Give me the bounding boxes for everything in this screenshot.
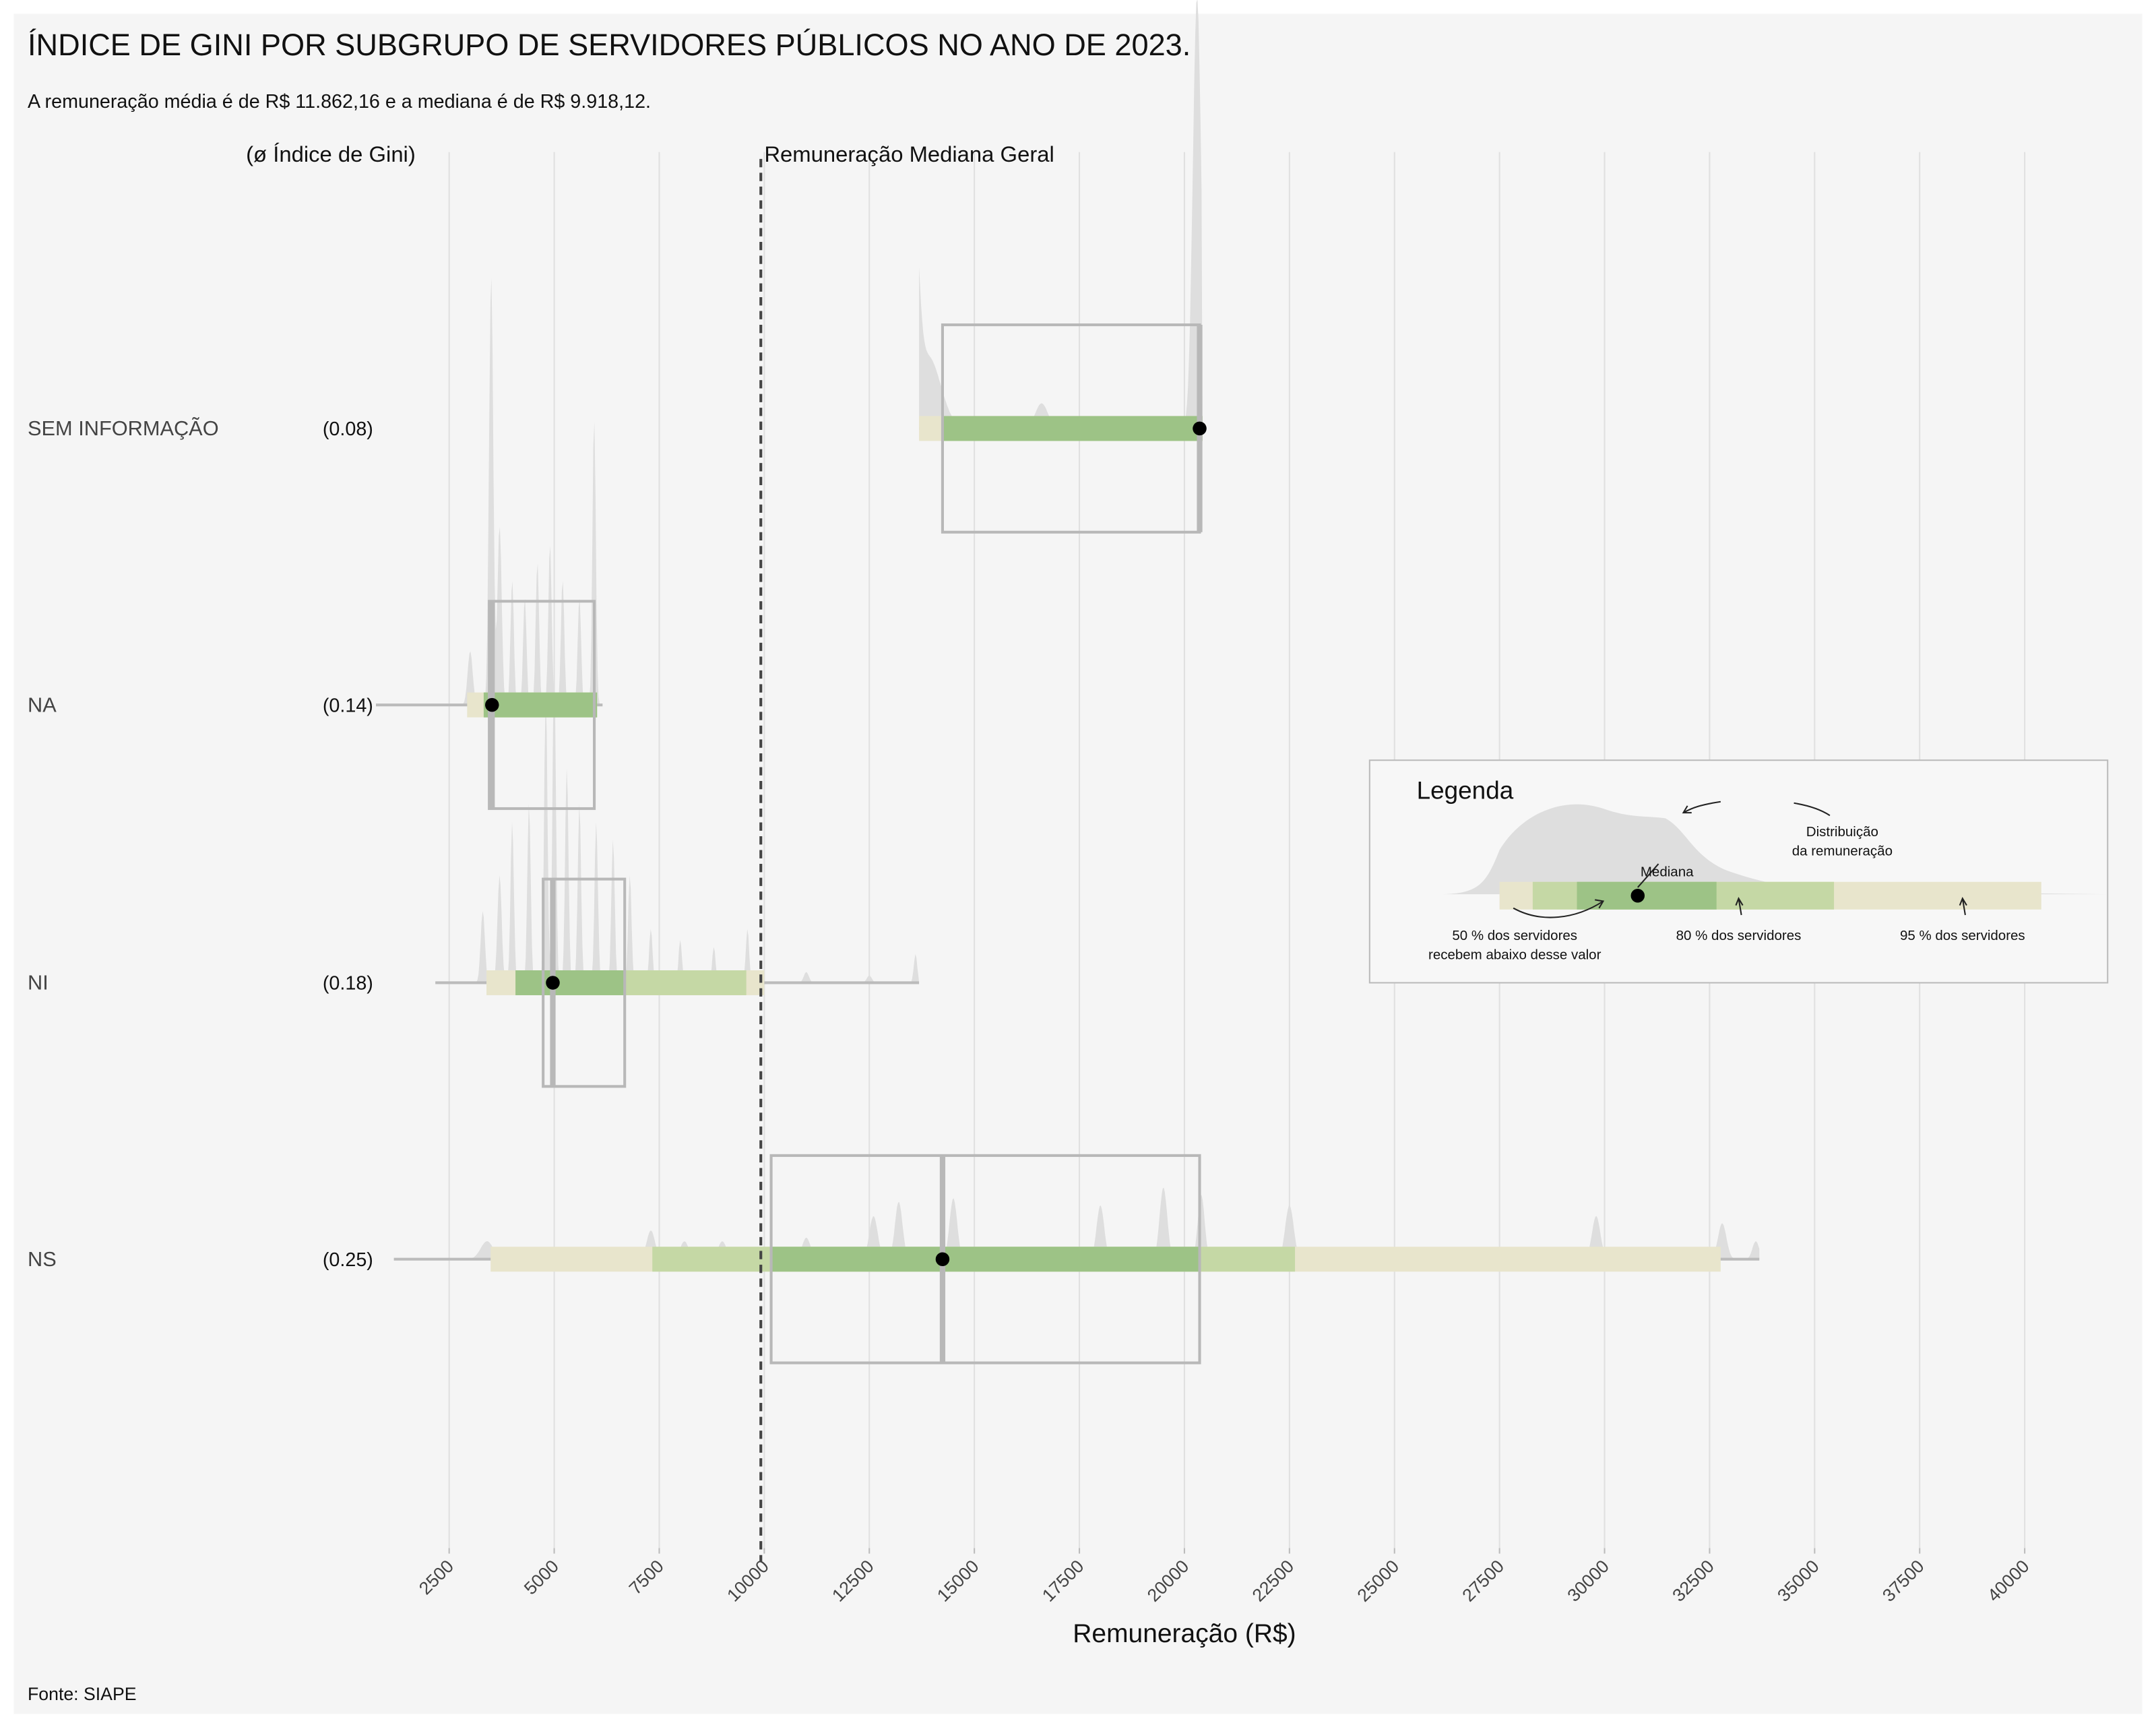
p50-band bbox=[515, 970, 625, 995]
iqr-box bbox=[769, 1154, 1201, 1365]
p50-band bbox=[771, 1247, 1200, 1272]
median-dot bbox=[485, 697, 499, 712]
groups: SEM INFORMAÇÃO (0.08) NA (0.14) NI (0.18) NS (0… bbox=[28, 323, 1760, 1365]
density-1 bbox=[375, 278, 603, 705]
legend-p50-band bbox=[1577, 881, 1717, 910]
x-axis-title: Remuneração (R$) bbox=[1073, 1619, 1296, 1648]
legend-title: Legenda bbox=[1417, 777, 1514, 805]
group-label: NA bbox=[28, 693, 57, 716]
gini-value: (0.08) bbox=[323, 418, 373, 440]
chart-title: ÍNDICE DE GINI POR SUBGRUPO DE SERVIDORE… bbox=[28, 28, 1191, 62]
legend-p50-label: 50 % dos servidores recebem abaixo desse … bbox=[1428, 928, 1602, 963]
median-dot bbox=[1193, 421, 1207, 436]
arrow-icon bbox=[1959, 897, 1967, 916]
gini-value: (0.18) bbox=[323, 973, 373, 995]
arrow-icon bbox=[1637, 863, 1659, 888]
gini-value: (0.25) bbox=[323, 1249, 373, 1271]
gini-value: (0.14) bbox=[323, 695, 373, 716]
iqr-box bbox=[542, 877, 627, 1088]
legend: Legenda Distribuição da remuneração Media… bbox=[1368, 759, 2109, 984]
group-label: NI bbox=[28, 971, 49, 995]
legend-median-dot bbox=[1630, 888, 1645, 903]
source-note: Fonte: SIAPE bbox=[28, 1684, 137, 1704]
densities bbox=[375, 0, 1760, 1259]
median-dot bbox=[546, 976, 560, 990]
median-line-label: Remuneração Mediana Geral bbox=[764, 142, 1054, 166]
median-dot bbox=[935, 1252, 950, 1266]
legend-distribution-label: Distribuição da remuneração bbox=[1792, 824, 1893, 859]
legend-p80-label: 80 % dos servidores bbox=[1676, 928, 1802, 943]
group-label: SEM INFORMAÇÃO bbox=[28, 416, 219, 440]
gini-column-header: (ø Índice de Gini) bbox=[246, 142, 416, 166]
legend-median-label: Mediana bbox=[1641, 865, 1694, 880]
arrow-icon bbox=[1513, 899, 1605, 918]
arrow-icon bbox=[1735, 897, 1744, 916]
chart-subtitle: A remuneração média é de R$ 11.862,16 e … bbox=[28, 91, 651, 113]
arrow-icon bbox=[1682, 801, 1721, 814]
density-2 bbox=[435, 660, 920, 983]
arrow-icon bbox=[1794, 802, 1831, 817]
group-label: NS bbox=[28, 1247, 57, 1271]
p50-band bbox=[483, 692, 598, 718]
p50-band bbox=[942, 416, 1203, 441]
legend-density bbox=[1437, 804, 2108, 895]
legend-p95-label: 95 % dos servidores bbox=[1900, 928, 2025, 943]
